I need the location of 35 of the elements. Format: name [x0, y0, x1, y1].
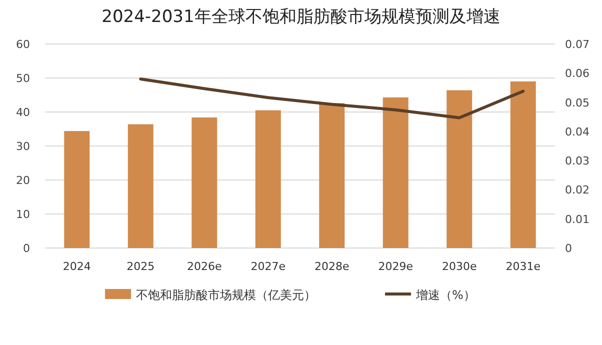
y2-tick-label: 0.05	[565, 96, 590, 110]
y-tick-label: 0	[23, 242, 30, 255]
y2-tick-label: 0.02	[565, 184, 590, 197]
y-tick-label: 20	[16, 174, 30, 187]
y-tick-label: 10	[16, 208, 30, 221]
y2-tick-label: 0.03	[565, 154, 590, 168]
chart-title: 2024-2031年全球不饱和脂肪酸市场规模预测及增速	[102, 7, 500, 27]
x-tick-label: 2024	[62, 260, 91, 273]
x-tick-label: 2029e	[378, 260, 414, 273]
y2-tick-label: 0.04	[565, 125, 590, 138]
y2-tick-label: 0.07	[565, 38, 590, 51]
y2-tick-label: 0.06	[565, 67, 590, 80]
bar	[446, 90, 472, 248]
bar	[192, 117, 218, 248]
legend-label: 不饱和脂肪酸市场规模（亿美元）	[136, 288, 316, 302]
x-tick-label: 2027e	[250, 260, 286, 273]
x-tick-label: 2026e	[186, 260, 222, 273]
y2-tick-label: 0	[565, 242, 572, 255]
x-tick-label: 2028e	[314, 260, 350, 273]
y-tick-label: 60	[16, 38, 30, 51]
y2-tick-label: 0.01	[565, 212, 590, 226]
y-tick-label: 30	[16, 140, 30, 153]
x-tick-label: 2025	[126, 260, 155, 273]
legend-label: 增速（%）	[415, 288, 476, 302]
line-series	[139, 77, 525, 120]
bar	[255, 110, 281, 248]
bar	[510, 81, 536, 248]
x-tick-label: 2030e	[442, 260, 477, 273]
x-tick-label: 2031e	[506, 260, 541, 273]
y-tick-label: 40	[16, 106, 30, 119]
y-tick-label: 50	[16, 72, 30, 85]
bar	[382, 97, 408, 248]
bar	[128, 124, 154, 248]
bar	[319, 103, 345, 248]
bar	[64, 131, 90, 248]
